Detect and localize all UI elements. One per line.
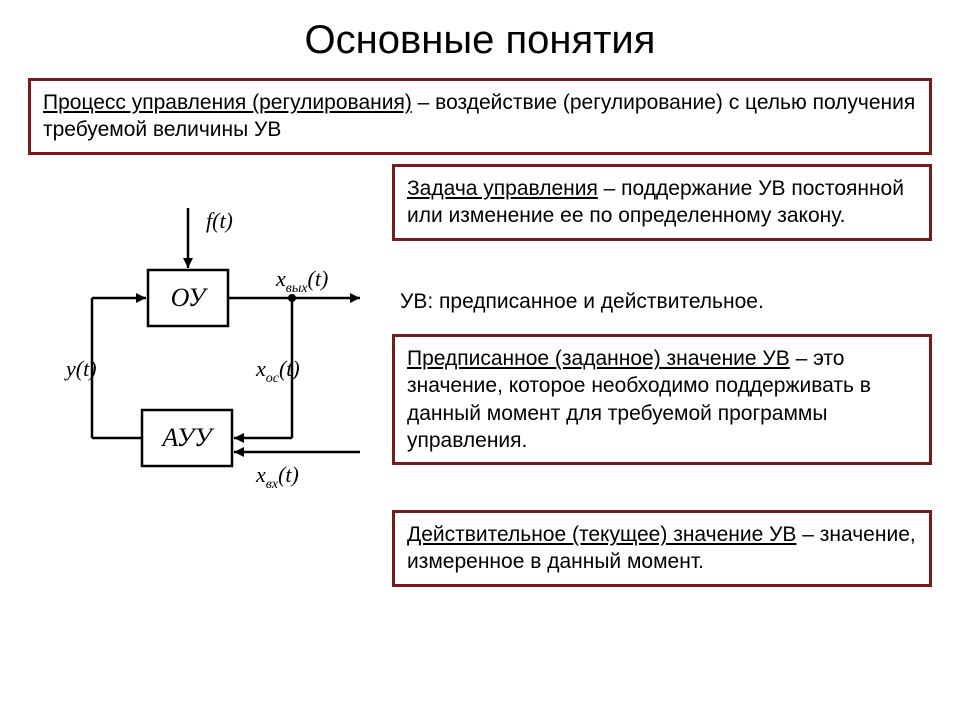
label-xin: xвх(t) [255,462,299,490]
definition-box-process: Процесс управления (регулирования) – воз… [28,78,932,155]
label-f: f(t) [206,208,233,233]
label-xout: xвых(t) [275,266,328,296]
term-prescribed: Предписанное (заданное) значение УВ [407,347,790,370]
definition-box-task: Задача управления – поддержание УВ посто… [392,164,932,241]
definition-box-prescribed: Предписанное (заданное) значение УВ – эт… [392,334,932,465]
page-title: Основные понятия [0,18,960,63]
label-y: y(t) [64,356,97,381]
block-ayy-label: АУУ [160,423,215,452]
plain-uv-text: УВ: предписанное и действительное. [400,290,764,314]
term-actual: Действительное (текущее) значение УВ [407,523,796,546]
control-loop-diagram: ОУ АУУ f(t) xвых(t) xос(t) xвх(t) y(t) [30,170,390,490]
block-oy-label: ОУ [171,283,209,312]
term-task: Задача управления [407,177,598,200]
term-process: Процесс управления (регулирования) [43,91,412,114]
definition-box-actual: Действительное (текущее) значение УВ – з… [392,510,932,587]
